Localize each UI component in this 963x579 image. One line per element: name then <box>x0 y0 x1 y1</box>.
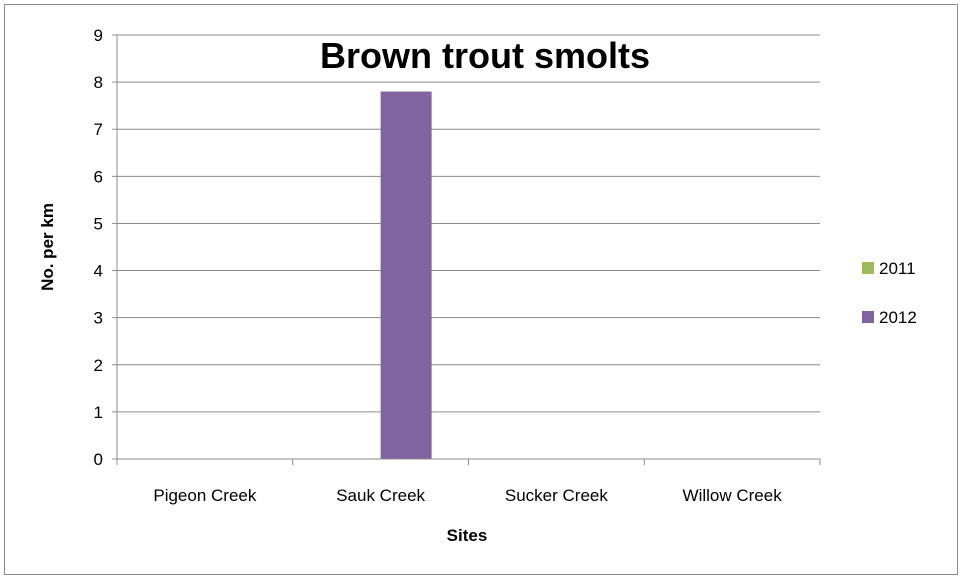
bar-2012-sauk-creek <box>380 91 432 460</box>
y-tick-label: 1 <box>94 403 103 422</box>
y-tick-label: 6 <box>94 167 103 186</box>
y-tick-label: 0 <box>94 450 103 469</box>
legend-swatch <box>862 311 874 323</box>
chart-title: Brown trout smolts <box>320 35 650 76</box>
bars <box>380 91 432 460</box>
x-tick-label: Pigeon Creek <box>153 486 257 505</box>
x-axis-title: Sites <box>447 526 488 545</box>
y-tick-label: 7 <box>94 120 103 139</box>
x-tick-label: Sucker Creek <box>505 486 608 505</box>
legend: 2011 2012 <box>862 259 917 327</box>
legend-label: 2011 <box>879 259 916 278</box>
y-tick-label: 4 <box>94 262 103 281</box>
gridlines <box>112 34 820 460</box>
y-tick-label: 3 <box>94 309 103 328</box>
axes <box>116 35 821 465</box>
legend-label: 2012 <box>879 308 917 327</box>
x-tick-label: Willow Creek <box>683 486 783 505</box>
x-tick-labels: Pigeon Creek Sauk Creek Sucker Creek Willow… <box>153 486 782 505</box>
y-tick-label: 8 <box>94 73 103 92</box>
y-tick-label: 9 <box>94 26 103 45</box>
y-tick-label: 2 <box>94 356 103 375</box>
y-tick-labels: 0 1 2 3 4 5 6 7 8 9 <box>94 26 103 469</box>
chart-frame <box>4 4 958 575</box>
legend-swatch <box>862 262 874 274</box>
y-tick-label: 5 <box>94 214 103 233</box>
x-tick-label: Sauk Creek <box>336 486 425 505</box>
y-axis-title: No. per km <box>38 203 57 291</box>
